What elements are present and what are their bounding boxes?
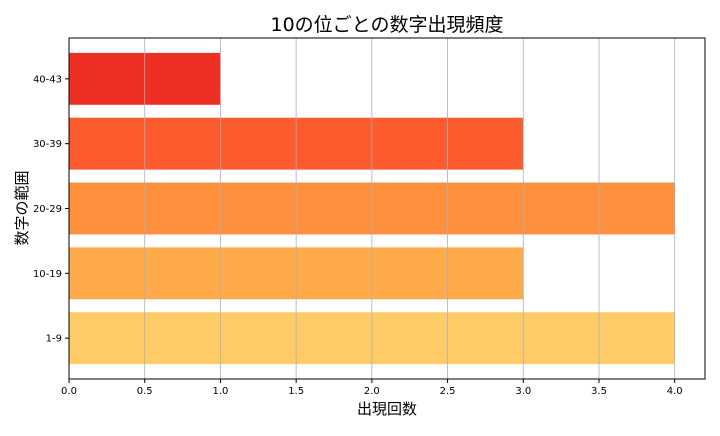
y-tick-label: 1-9 <box>46 334 62 345</box>
y-axis-label: 数字の範囲 <box>13 170 31 245</box>
y-tick-label: 40-43 <box>33 74 62 85</box>
y-tick-label: 30-39 <box>33 139 62 150</box>
x-tick-label: 3.0 <box>515 386 531 397</box>
y-tick-label: 20-29 <box>33 204 62 215</box>
plot-frame <box>68 37 706 380</box>
x-tick-label: 3.5 <box>591 386 607 397</box>
y-tick-label: 10-19 <box>33 269 62 280</box>
x-tick-label: 0.5 <box>137 386 153 397</box>
x-tick-label: 2.5 <box>440 386 456 397</box>
x-tick-label: 4.0 <box>667 386 683 397</box>
x-tick-label: 0.0 <box>61 386 77 397</box>
chart-title: 10の位ごとの数字出現頻度 <box>271 14 504 36</box>
x-axis-label: 出現回数 <box>357 400 417 418</box>
x-tick-label: 2.0 <box>364 386 380 397</box>
x-tick-label: 1.5 <box>288 386 304 397</box>
x-tick-label: 1.0 <box>212 386 228 397</box>
